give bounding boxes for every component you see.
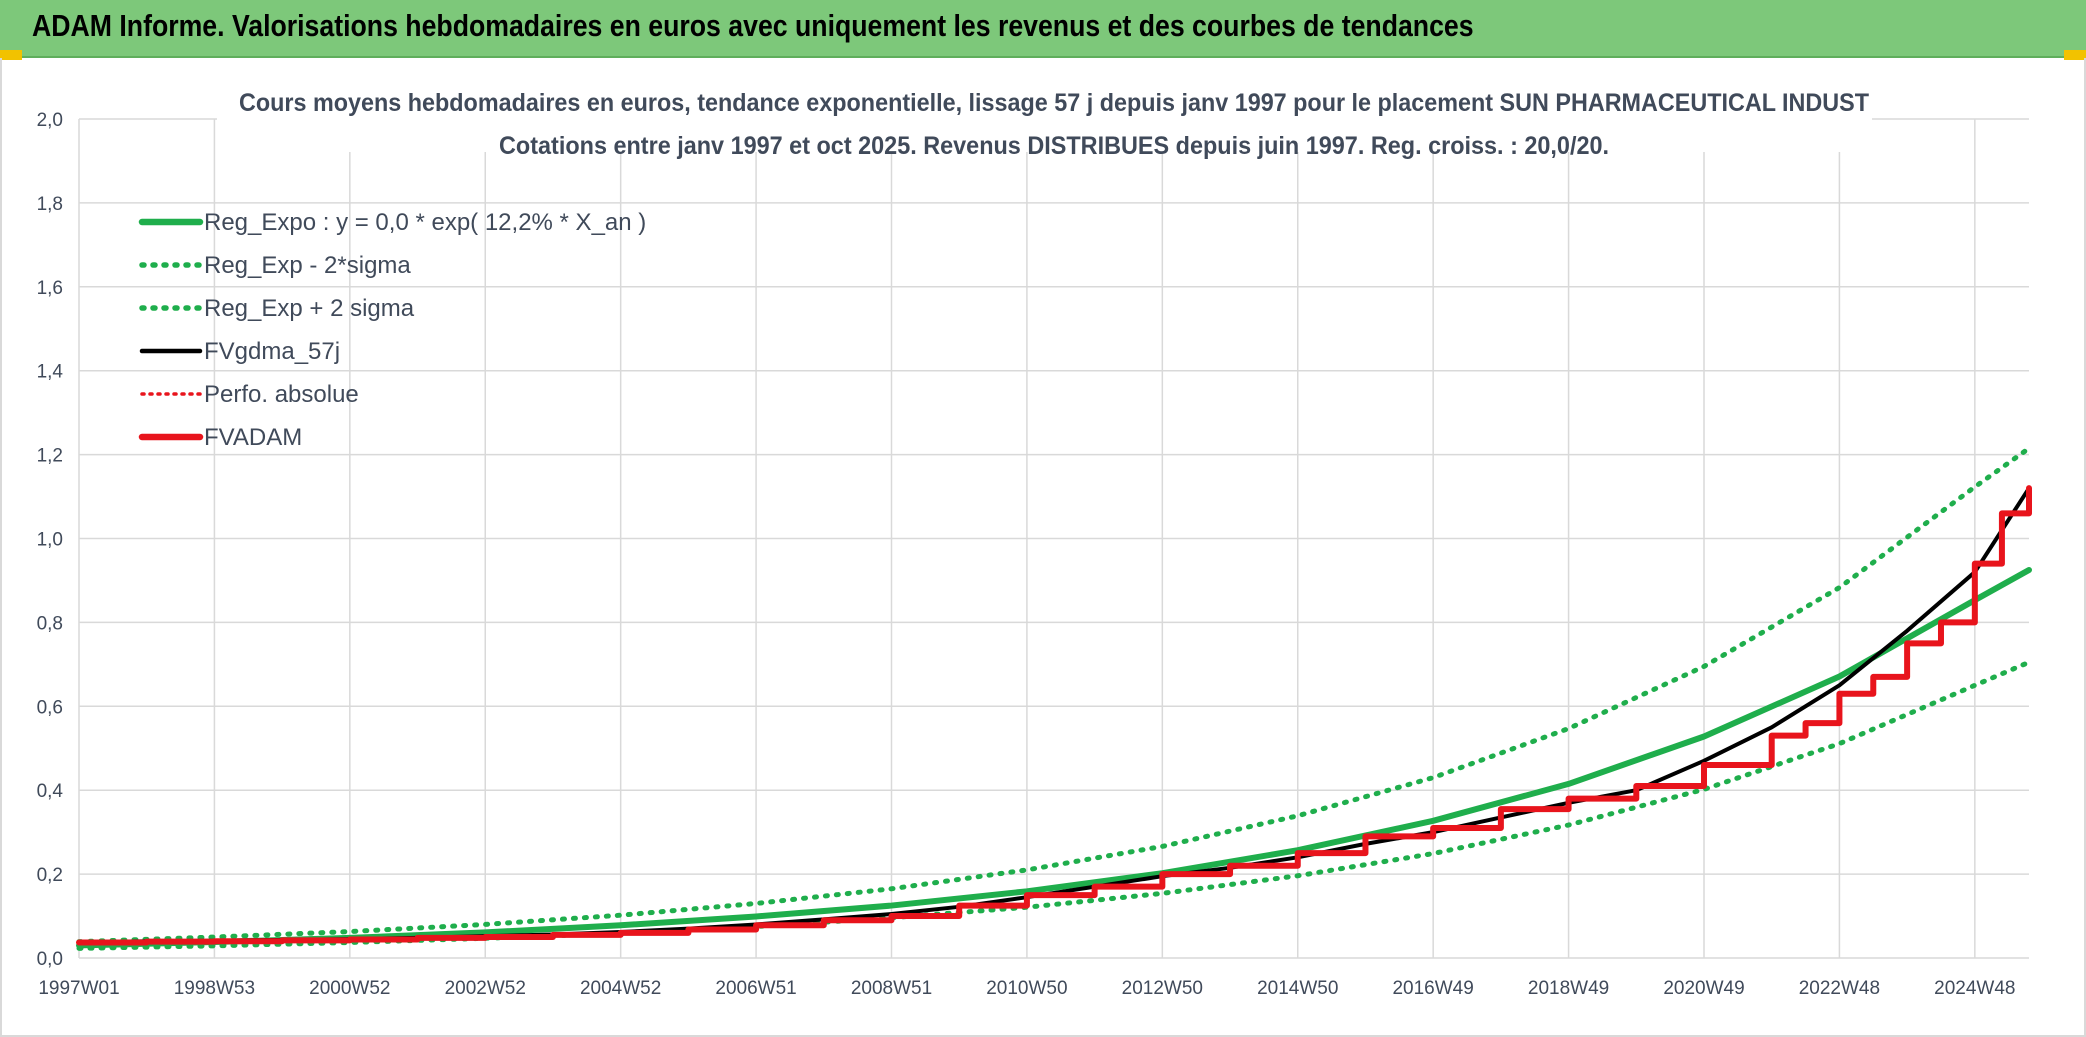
series-line-5: [76, 485, 2032, 946]
chart-area: 0,0 0,2 0,4 0,6 0,8 1,0 1,2 1,4 1,6 1,8 2,0 1997W01…: [0, 58, 2086, 1037]
series-line-2: [76, 445, 2032, 945]
legend-label: FVADAM: [204, 424, 302, 451]
y-tick-label: 0,0: [37, 949, 63, 970]
x-tick-label: 2024W48: [1934, 978, 2015, 999]
chart-title-line2: Cotations entre janv 1997 et oct 2025. R…: [499, 132, 1609, 160]
legend-label: Perfo. absolue: [204, 381, 359, 408]
chart-title-backing: [217, 86, 1872, 152]
x-tick-label: 2000W52: [309, 978, 390, 999]
series-line-0: [76, 566, 2032, 949]
x-tick-label: 2012W50: [1122, 978, 1203, 999]
x-tick-label: 2008W51: [851, 978, 932, 999]
x-tick-label: 2006W51: [715, 978, 796, 999]
y-tick-label: 2,0: [37, 110, 63, 131]
y-tick-label: 1,8: [37, 194, 63, 215]
chart-title-line1: Cours moyens hebdomadaires en euros, ten…: [239, 89, 1869, 117]
header-banner: ADAM Informe. Valorisations hebdomadaire…: [0, 0, 2086, 58]
legend-label: Reg_Exp - 2*sigma: [204, 252, 411, 279]
legend-label: Reg_Exp + 2 sigma: [204, 295, 415, 322]
y-tick-label: 0,4: [37, 781, 64, 802]
x-tick-label: 1997W01: [38, 978, 119, 999]
x-tick-label: 2022W48: [1799, 978, 1880, 999]
y-tick-label: 0,2: [37, 865, 63, 886]
y-tick-label: 1,0: [37, 530, 63, 551]
legend-label: FVgdma_57j: [204, 338, 340, 365]
series-line-1: [76, 659, 2032, 951]
y-tick-label: 1,4: [37, 362, 64, 383]
legend-label: Reg_Expo : y = 0,0 * exp( 12,2% * X_an ): [204, 209, 646, 236]
corner-marker-right: [2064, 50, 2086, 60]
banner-title: ADAM Informe. Valorisations hebdomadaire…: [32, 8, 1474, 43]
y-tick-label: 1,6: [37, 278, 63, 299]
x-tick-label: 1998W53: [174, 978, 255, 999]
line-chart: 0,0 0,2 0,4 0,6 0,8 1,0 1,2 1,4 1,6 1,8 2,0 1997W01…: [37, 86, 2032, 999]
x-tick-label: 2014W50: [1257, 978, 1338, 999]
y-tick-label: 1,2: [37, 446, 63, 467]
corner-marker-left: [0, 50, 22, 60]
y-tick-label: 0,8: [37, 613, 63, 634]
x-tick-label: 2018W49: [1528, 978, 1609, 999]
x-tick-label: 2010W50: [986, 978, 1067, 999]
x-tick-label: 2016W49: [1392, 978, 1473, 999]
x-tick-label: 2020W49: [1663, 978, 1744, 999]
x-tick-label: 2002W52: [445, 978, 526, 999]
y-tick-label: 0,6: [37, 697, 63, 718]
x-tick-label: 2004W52: [580, 978, 661, 999]
